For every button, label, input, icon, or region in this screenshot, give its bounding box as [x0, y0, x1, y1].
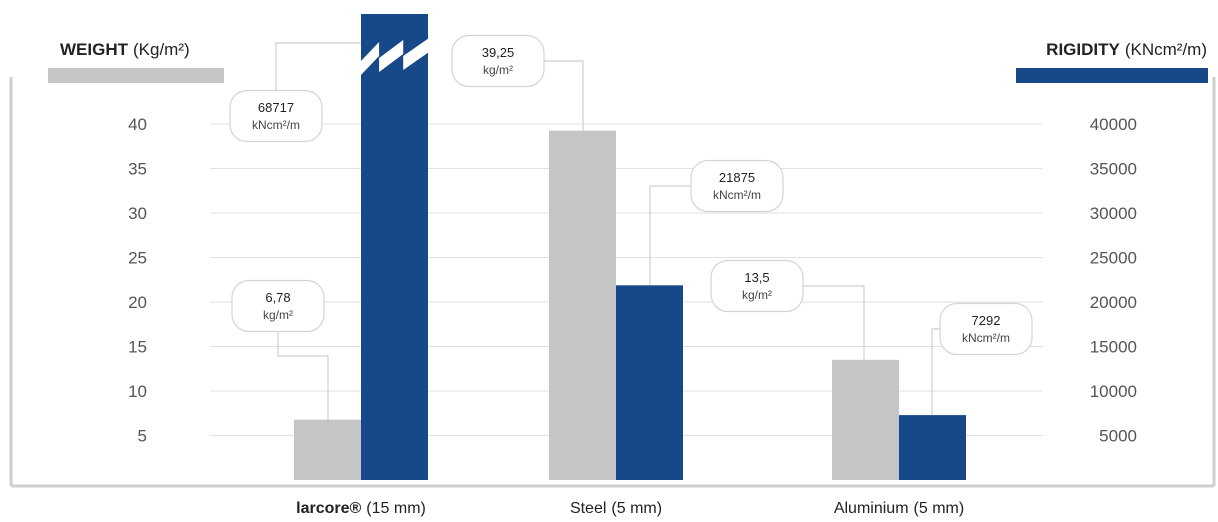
category-detail: (5 mm) [611, 500, 662, 517]
right-axis-ticks: 5000 10000 15000 20000 25000 30000 35000 40000 [1090, 115, 1137, 446]
legend-weight-swatch [48, 68, 224, 83]
legend-weight-name: WEIGHT [60, 40, 129, 59]
category-name: Aluminium [834, 500, 909, 517]
callout-weight: 6,78 kg/m² [231, 279, 325, 333]
callout-unit: kNcm²/m [252, 118, 300, 132]
callout-leaders [275, 42, 940, 420]
bar-weight [549, 130, 616, 481]
right-tick-label: 25000 [1090, 249, 1137, 268]
right-tick-label: 5000 [1099, 427, 1137, 446]
callout-value: 13,5 [744, 270, 769, 285]
callout-bubble [229, 89, 323, 143]
left-tick-label: 15 [128, 338, 147, 357]
left-tick-label: 25 [128, 249, 147, 268]
right-tick-label: 20000 [1090, 293, 1137, 312]
category-name: larcore® [296, 500, 361, 517]
category-name: Steel [570, 500, 606, 517]
bars [294, 14, 966, 481]
axis-break-gap [360, 38, 429, 76]
axis-break-mark [360, 38, 429, 76]
axes [9, 77, 1216, 488]
legend-rigidity-swatch [1016, 68, 1208, 83]
callout-bubble [451, 34, 545, 88]
category-labels: larcore® (15 mm) Steel (5 mm) Aluminium (5 mm… [296, 500, 964, 517]
callout-value: 39,25 [482, 45, 515, 60]
left-axis-ticks: 5 10 15 20 25 30 35 40 [128, 115, 147, 446]
right-tick-label: 10000 [1090, 382, 1137, 401]
bar-rigidity-broken [361, 14, 428, 480]
callout-weight: 13,5 kg/m² [710, 259, 804, 313]
bar-weight [294, 419, 361, 480]
callout-unit: kNcm²/m [962, 331, 1010, 345]
callout-rigidity: 21875 kNcm²/m [690, 159, 784, 213]
callout-unit: kg/m² [263, 308, 293, 322]
bar-rigidity [616, 285, 683, 480]
left-tick-label: 35 [128, 160, 147, 179]
callout-unit: kNcm²/m [713, 188, 761, 202]
left-tick-label: 30 [128, 204, 147, 223]
callout-leader-line [544, 60, 584, 131]
callout-bubble [231, 279, 325, 333]
callout-leader-line [649, 185, 691, 286]
right-tick-label: 30000 [1090, 204, 1137, 223]
legend-rigidity: RIGIDITY (KNcm²/m) [1016, 40, 1208, 83]
left-tick-label: 20 [128, 293, 147, 312]
callout-value: 7292 [972, 313, 1001, 328]
right-tick-label: 35000 [1090, 160, 1137, 179]
left-tick-label: 5 [138, 427, 147, 446]
legend-weight: WEIGHT (Kg/m²) [48, 40, 224, 83]
category-detail: (5 mm) [914, 500, 965, 517]
legend-rigidity-label: RIGIDITY (KNcm²/m) [1046, 40, 1207, 59]
callout-bubble [710, 259, 804, 313]
left-tick-label: 10 [128, 382, 147, 401]
callout-weight: 39,25 kg/m² [451, 34, 545, 88]
callout-leader-line [803, 285, 865, 360]
callout-value: 21875 [719, 170, 755, 185]
category-label: larcore® (15 mm) [296, 500, 426, 517]
category-detail: (15 mm) [366, 500, 426, 517]
callout-unit: kg/m² [483, 63, 513, 77]
value-callouts: 6,78 kg/m² 39,25 kg/m² 13,5 kg/m² 68717 kNcm²/m… [229, 34, 1033, 356]
bar-weight [832, 359, 899, 480]
legend-rigidity-name: RIGIDITY [1046, 40, 1120, 59]
callout-unit: kg/m² [742, 288, 772, 302]
category-label: Aluminium (5 mm) [834, 500, 964, 517]
callout-bubble [939, 302, 1033, 356]
right-tick-label: 40000 [1090, 115, 1137, 134]
callout-leader-line [931, 328, 940, 416]
category-label: Steel (5 mm) [570, 500, 662, 517]
callout-value: 6,78 [265, 290, 290, 305]
legend-weight-unit: (Kg/m²) [133, 40, 190, 59]
left-tick-label: 40 [128, 115, 147, 134]
right-tick-label: 15000 [1090, 338, 1137, 357]
callout-value: 68717 [258, 100, 294, 115]
callout-rigidity: 7292 kNcm²/m [939, 302, 1033, 356]
callout-leader-line [275, 42, 361, 91]
legend-weight-label: WEIGHT (Kg/m²) [60, 40, 190, 59]
callout-leader-line [277, 331, 329, 420]
callout-bubble [690, 159, 784, 213]
bar-rigidity [899, 415, 966, 480]
legend-rigidity-unit: (KNcm²/m) [1125, 40, 1207, 59]
callout-rigidity: 68717 kNcm²/m [229, 89, 323, 143]
